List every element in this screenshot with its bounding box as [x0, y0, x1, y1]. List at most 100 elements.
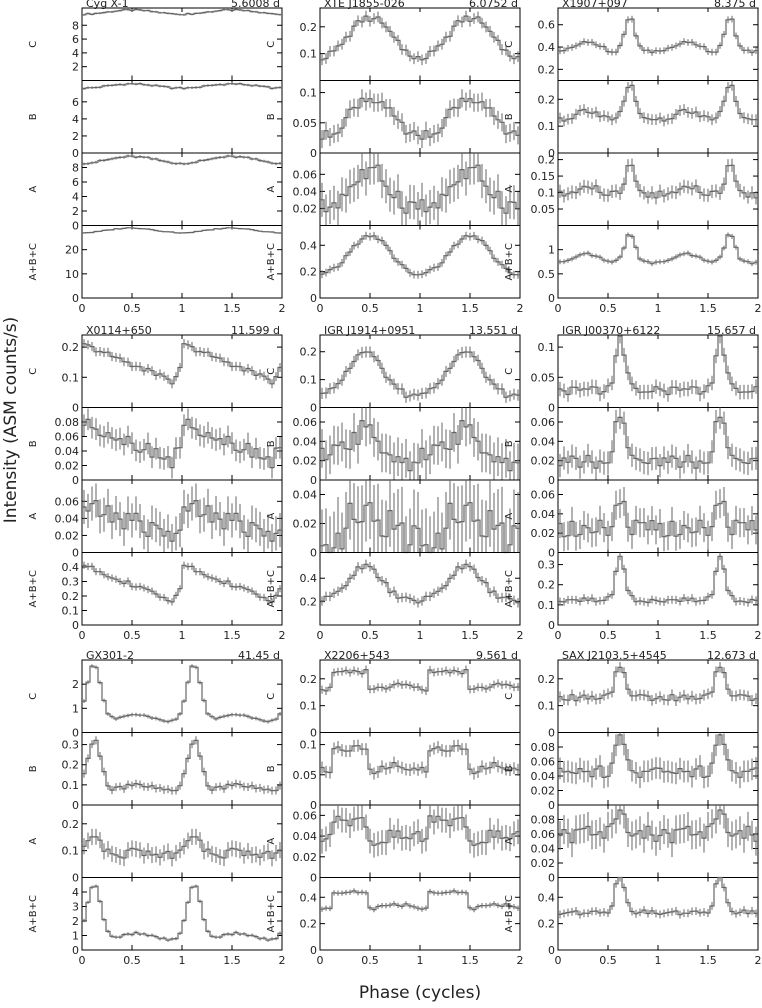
- y-tick-label: 4: [72, 113, 79, 126]
- band-panel: A+B+C00.10.20.30.40 0.5 1 1.5 2: [28, 552, 286, 642]
- data-series: [320, 502, 520, 554]
- band-panel: C 0 0.05 0.1: [504, 334, 759, 415]
- y-tick-label: 0.2: [300, 673, 318, 686]
- data-series: [558, 666, 758, 702]
- orbital-period: 8.375 d: [714, 0, 756, 10]
- x-tick-label: 1: [655, 302, 662, 315]
- orbital-period: 15.657 d: [707, 324, 756, 337]
- y-tick-label: 0.4: [62, 561, 80, 574]
- data-series: [558, 18, 758, 54]
- band-panel: C 0.2 0.4 0.6: [504, 7, 759, 81]
- y-tick-label: 8: [72, 19, 79, 32]
- y-tick-label: 0: [310, 292, 317, 305]
- y-tick-label: 0: [72, 547, 79, 560]
- source-name: IGR J00370+6122: [562, 324, 660, 337]
- panel-frame: [81, 732, 283, 806]
- band-label: A+B+C: [266, 243, 277, 280]
- source-name: X1907+097: [562, 0, 628, 10]
- band-label: C: [28, 693, 39, 700]
- x-tick-label: 2: [755, 302, 762, 315]
- y-tick-label: 0.04: [55, 445, 80, 458]
- y-tick-label: 0: [72, 147, 79, 160]
- y-tick-label: 0.05: [293, 117, 318, 130]
- y-tick-label: 0: [310, 547, 317, 560]
- y-tick-label: 0: [310, 402, 317, 415]
- x-tick-label: 0: [79, 629, 86, 642]
- band-panel: A 0 0.02 0.04 0.06: [28, 479, 283, 560]
- y-tick-label: 0.5: [538, 268, 556, 281]
- band-panel: C 0 0.1 0.2: [28, 334, 283, 415]
- y-tick-label: 0.02: [531, 785, 556, 798]
- panel-frame: [81, 659, 283, 733]
- band-panel: A+B+C 0 0.2 0.4 0 0.5 1 1.5 2: [504, 876, 762, 967]
- y-tick-label: 2: [72, 678, 79, 691]
- data-series: [320, 563, 520, 604]
- panel-frame: [319, 877, 521, 951]
- y-tick-label: 0: [548, 872, 555, 885]
- y-axis-label: Intensity (ASM counts/s): [1, 317, 21, 524]
- y-tick-label: 0.06: [55, 495, 80, 508]
- y-tick-label: 6: [72, 176, 79, 189]
- data-series: [558, 809, 758, 844]
- y-tick-label: 0.15: [531, 170, 556, 183]
- y-tick-label: 0: [548, 727, 555, 740]
- y-tick-label: 0: [310, 474, 317, 487]
- y-tick-label: 10: [65, 268, 79, 281]
- x-tick-label: 2: [755, 629, 762, 642]
- source-name: SAX J2103.5+4545: [562, 649, 667, 662]
- light-curve-chart: IGR J1914+0951 13.551 d C 0 0.1 0.2 B 0 0.02 0.04…: [266, 324, 524, 642]
- band-panel: B 0 0.05 0.1: [266, 732, 521, 812]
- band-panel: C 0 0.1 0.2: [504, 659, 759, 740]
- y-tick-label: 0: [310, 147, 317, 160]
- y-tick-label: 0: [548, 147, 555, 160]
- y-tick-label: 0.1: [300, 700, 318, 713]
- y-tick-label: 0.3: [538, 559, 556, 572]
- x-tick-label: 1: [179, 302, 186, 315]
- y-tick-label: 0: [548, 474, 555, 487]
- source-name: X0114+650: [86, 324, 152, 337]
- light-curve-chart: Cyg X-1 5.6008 dC2468B0246A02468A+B+C0102…: [28, 0, 286, 315]
- y-tick-label: 0.1: [300, 87, 318, 100]
- x-tick-label: 2: [755, 954, 762, 967]
- band-panel: B 0 0.1 0.2 0.3: [28, 732, 283, 812]
- y-tick-label: 0: [72, 727, 79, 740]
- x-tick-label: 1.5: [223, 302, 241, 315]
- orbital-period: 12.673 d: [707, 649, 756, 662]
- band-label: B: [504, 113, 515, 120]
- y-tick-label: 0.4: [538, 891, 556, 904]
- y-tick-label: 0.04: [55, 512, 80, 525]
- band-label: C: [266, 41, 277, 48]
- x-tick-label: 0: [555, 954, 562, 967]
- data-series: [82, 665, 282, 723]
- band-label: A: [266, 838, 277, 845]
- data-series: [320, 15, 520, 61]
- data-series: [82, 836, 282, 859]
- x-tick-label: 0.5: [361, 302, 379, 315]
- y-tick-label: 0.02: [293, 518, 318, 531]
- y-tick-label: 0.1: [300, 739, 318, 752]
- source-name: Cyg X-1: [86, 0, 129, 10]
- source-name: IGR J1914+0951: [324, 324, 415, 337]
- y-tick-label: 0: [310, 872, 317, 885]
- y-tick-label: 0.04: [293, 435, 318, 448]
- y-tick-label: 0.06: [293, 168, 318, 181]
- y-tick-label: 0.4: [300, 239, 318, 252]
- band-label: C: [28, 41, 39, 48]
- x-tick-label: 1.5: [461, 954, 479, 967]
- y-tick-label: 0: [310, 944, 317, 957]
- panel-grid: Cyg X-1 5.6008 dC2468B0246A02468A+B+C0102…: [28, 0, 762, 967]
- y-tick-label: 0.3: [62, 576, 80, 589]
- y-tick-label: 0.2: [538, 579, 556, 592]
- x-tick-label: 0: [317, 954, 324, 967]
- band-label: B: [504, 765, 515, 772]
- x-tick-label: 2: [279, 629, 286, 642]
- y-tick-label: 0.2: [538, 673, 556, 686]
- panel-frame: [319, 7, 521, 81]
- band-panel: B 0 0.05 0.1: [266, 80, 521, 160]
- y-tick-label: 1: [72, 702, 79, 715]
- band-label: A+B+C: [504, 895, 515, 932]
- band-label: A: [504, 186, 515, 193]
- panel-frame: [81, 7, 283, 81]
- y-tick-label: 0: [72, 402, 79, 415]
- band-label: C: [504, 41, 515, 48]
